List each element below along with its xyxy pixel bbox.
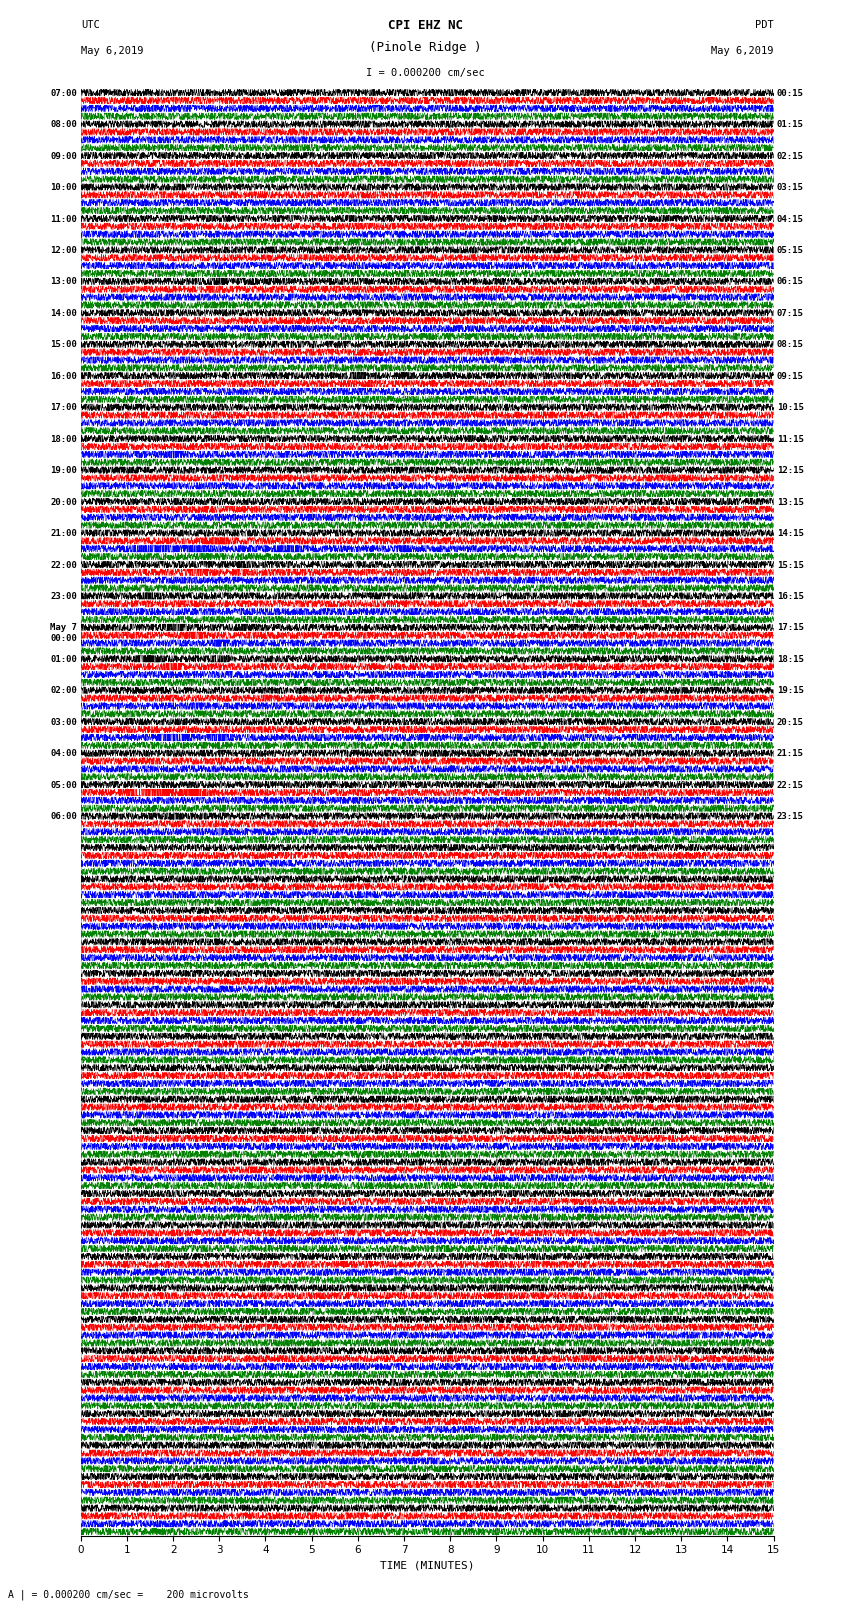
Text: 00:15: 00:15 (777, 89, 804, 98)
Text: 20:00: 20:00 (50, 498, 77, 506)
Text: 04:15: 04:15 (777, 215, 804, 224)
Text: 18:00: 18:00 (50, 434, 77, 444)
Text: 07:15: 07:15 (777, 310, 804, 318)
Text: 22:15: 22:15 (777, 781, 804, 790)
Text: 02:15: 02:15 (777, 152, 804, 161)
Text: 03:00: 03:00 (50, 718, 77, 727)
Text: 17:15: 17:15 (777, 623, 804, 632)
Text: 09:00: 09:00 (50, 152, 77, 161)
Text: 12:15: 12:15 (777, 466, 804, 476)
Text: 01:00: 01:00 (50, 655, 77, 665)
Text: 01:15: 01:15 (777, 121, 804, 129)
Text: 21:15: 21:15 (777, 748, 804, 758)
Text: UTC: UTC (81, 19, 99, 31)
Text: 19:15: 19:15 (777, 687, 804, 695)
Text: 08:00: 08:00 (50, 121, 77, 129)
Text: 06:00: 06:00 (50, 813, 77, 821)
Text: 13:15: 13:15 (777, 498, 804, 506)
Text: 22:00: 22:00 (50, 561, 77, 569)
Text: 09:15: 09:15 (777, 373, 804, 381)
Text: 06:15: 06:15 (777, 277, 804, 287)
Text: 17:00: 17:00 (50, 403, 77, 413)
Text: 15:15: 15:15 (777, 561, 804, 569)
Text: 07:00: 07:00 (50, 89, 77, 98)
Text: 08:15: 08:15 (777, 340, 804, 350)
Text: 05:00: 05:00 (50, 781, 77, 790)
Text: May 6,2019: May 6,2019 (711, 45, 774, 56)
Text: 23:00: 23:00 (50, 592, 77, 602)
Text: 16:15: 16:15 (777, 592, 804, 602)
Text: 10:15: 10:15 (777, 403, 804, 413)
Text: 10:00: 10:00 (50, 184, 77, 192)
Text: 02:00: 02:00 (50, 687, 77, 695)
Text: 16:00: 16:00 (50, 373, 77, 381)
Text: 14:15: 14:15 (777, 529, 804, 539)
Text: A | = 0.000200 cm/sec =    200 microvolts: A | = 0.000200 cm/sec = 200 microvolts (8, 1589, 249, 1600)
Text: 11:15: 11:15 (777, 434, 804, 444)
Text: 18:15: 18:15 (777, 655, 804, 665)
Text: I = 0.000200 cm/sec: I = 0.000200 cm/sec (366, 68, 484, 79)
Text: 14:00: 14:00 (50, 310, 77, 318)
Text: 03:15: 03:15 (777, 184, 804, 192)
Text: 11:00: 11:00 (50, 215, 77, 224)
Text: 05:15: 05:15 (777, 247, 804, 255)
Text: 13:00: 13:00 (50, 277, 77, 287)
Text: 19:00: 19:00 (50, 466, 77, 476)
Text: 12:00: 12:00 (50, 247, 77, 255)
Text: PDT: PDT (755, 19, 774, 31)
Text: May 7
00:00: May 7 00:00 (50, 623, 77, 644)
Text: 15:00: 15:00 (50, 340, 77, 350)
Text: CPI EHZ NC: CPI EHZ NC (388, 18, 462, 32)
Text: May 6,2019: May 6,2019 (81, 45, 144, 56)
X-axis label: TIME (MINUTES): TIME (MINUTES) (380, 1560, 474, 1569)
Text: 20:15: 20:15 (777, 718, 804, 727)
Text: (Pinole Ridge ): (Pinole Ridge ) (369, 40, 481, 55)
Text: 21:00: 21:00 (50, 529, 77, 539)
Text: 23:15: 23:15 (777, 813, 804, 821)
Text: 04:00: 04:00 (50, 748, 77, 758)
